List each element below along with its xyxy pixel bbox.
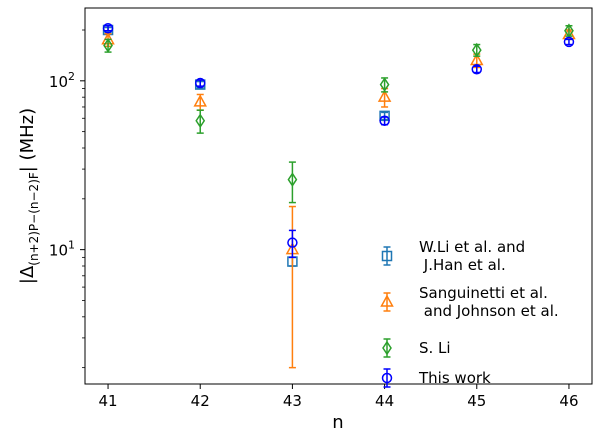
x-axis-ticks: 41 42 43 44 45 46 xyxy=(98,384,579,410)
data-point xyxy=(193,94,207,107)
legend-marker xyxy=(380,294,394,307)
y-axis-ticks: 101 102 xyxy=(49,29,85,369)
legend-item-2: S. Li xyxy=(382,338,451,358)
plot-frame xyxy=(84,7,593,385)
x-axis-label: n xyxy=(332,412,343,433)
legend-marker xyxy=(382,340,392,356)
data-point xyxy=(287,172,298,187)
x-tick-label: 45 xyxy=(467,392,486,410)
legend-label: This work xyxy=(418,369,491,387)
legend-label: S. Li xyxy=(419,339,451,357)
legend-marker xyxy=(381,250,393,262)
data-point xyxy=(563,36,575,48)
series-0 xyxy=(102,24,390,267)
data-point xyxy=(287,237,298,248)
data-point xyxy=(103,38,113,53)
y-axis-label: |Δ(n+2)P−(n−2)F| (MHz) xyxy=(17,108,41,284)
x-tick-label: 43 xyxy=(283,392,302,410)
data-marks xyxy=(101,22,576,369)
legend-label: W.Li et al. and J.Han et al. xyxy=(419,238,525,274)
data-point xyxy=(377,89,392,102)
data-point xyxy=(471,42,482,58)
x-tick-label: 46 xyxy=(559,392,578,410)
legend-item-0: W.Li et al. and J.Han et al. xyxy=(381,238,525,274)
legend-item-1: Sanguinetti et al. and Johnson et al. xyxy=(380,284,559,320)
legend-label: Sanguinetti et al. and Johnson et al. xyxy=(419,284,559,320)
y-tick-label: 102 xyxy=(49,70,75,91)
data-point xyxy=(195,113,206,129)
x-tick-label: 42 xyxy=(191,392,210,410)
legend: W.Li et al. and J.Han et al. Sanguinetti … xyxy=(380,238,559,388)
data-point xyxy=(471,64,483,75)
legend-item-3: This work xyxy=(381,368,491,388)
data-point xyxy=(194,77,206,89)
data-point xyxy=(102,22,114,34)
x-tick-label: 44 xyxy=(375,392,394,410)
series-3 xyxy=(102,22,575,259)
series-2 xyxy=(103,23,574,204)
y-tick-label: 101 xyxy=(49,239,75,260)
data-point xyxy=(379,77,390,92)
x-tick-label: 41 xyxy=(98,392,117,410)
data-point xyxy=(379,115,390,127)
legend-marker xyxy=(381,372,393,384)
